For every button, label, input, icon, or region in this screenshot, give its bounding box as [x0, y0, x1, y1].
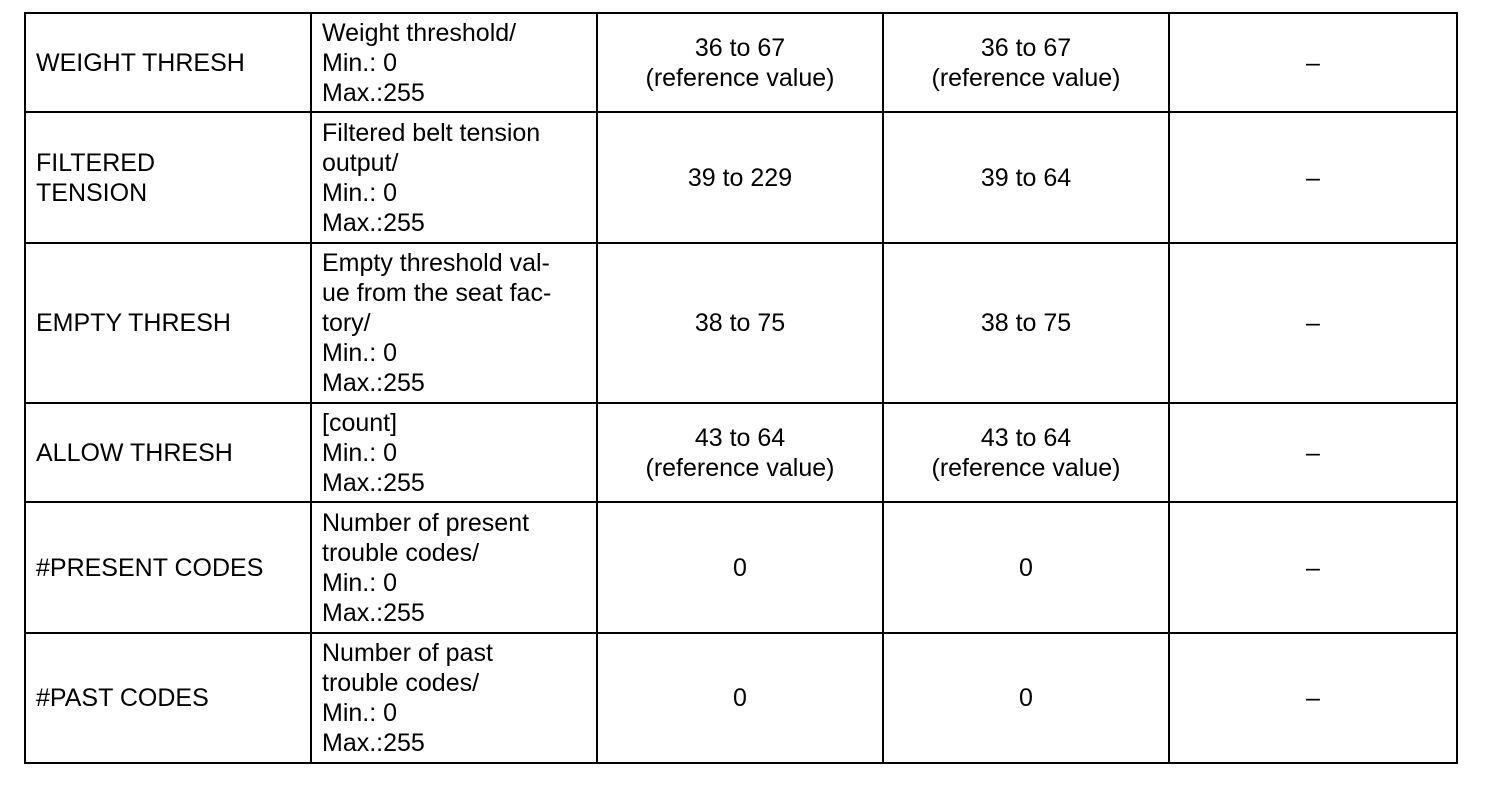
item-name: #PRESENT CODES [24, 501, 312, 634]
table-row: WEIGHT THRESH Weight threshold/ Min.: 0 … [24, 12, 1458, 113]
value-cell: 36 to 67 (reference value) [882, 12, 1170, 113]
note-cell: – [1168, 242, 1458, 404]
item-description: Number of past trouble codes/ Min.: 0 Ma… [310, 632, 598, 764]
value-cell: 39 to 64 [882, 111, 1170, 244]
value-cell: 0 [596, 632, 884, 764]
value-cell: 0 [596, 501, 884, 634]
value-cell: 38 to 75 [596, 242, 884, 404]
value-cell: 43 to 64 (reference value) [596, 402, 884, 503]
note-cell: – [1168, 632, 1458, 764]
table-row: #PAST CODES Number of past trouble codes… [24, 632, 1458, 764]
value-cell: 0 [882, 632, 1170, 764]
item-description: Filtered belt tension output/ Min.: 0 Ma… [310, 111, 598, 244]
item-description: Weight threshold/ Min.: 0 Max.:255 [310, 12, 598, 113]
value-cell: 43 to 64 (reference value) [882, 402, 1170, 503]
item-name: ALLOW THRESH [24, 402, 312, 503]
table-row: #PRESENT CODES Number of present trouble… [24, 501, 1458, 634]
note-cell: – [1168, 111, 1458, 244]
data-monitor-table: WEIGHT THRESH Weight threshold/ Min.: 0 … [24, 12, 1458, 764]
value-cell: 36 to 67 (reference value) [596, 12, 884, 113]
value-cell: 0 [882, 501, 1170, 634]
item-description: Number of present trouble codes/ Min.: 0… [310, 501, 598, 634]
value-cell: 38 to 75 [882, 242, 1170, 404]
table-row: FILTERED TENSION Filtered belt tension ou… [24, 111, 1458, 244]
table-row: EMPTY THRESH Empty threshold val- ue fro… [24, 242, 1458, 404]
item-description: [count] Min.: 0 Max.:255 [310, 402, 598, 503]
note-cell: – [1168, 501, 1458, 634]
item-name: #PAST CODES [24, 632, 312, 764]
item-name: EMPTY THRESH [24, 242, 312, 404]
note-cell: – [1168, 402, 1458, 503]
note-cell: – [1168, 12, 1458, 113]
item-name: WEIGHT THRESH [24, 12, 312, 113]
item-description: Empty threshold val- ue from the seat fa… [310, 242, 598, 404]
table-row: ALLOW THRESH [count] Min.: 0 Max.:255 43… [24, 402, 1458, 503]
value-cell: 39 to 229 [596, 111, 884, 244]
item-name: FILTERED TENSION [24, 111, 312, 244]
